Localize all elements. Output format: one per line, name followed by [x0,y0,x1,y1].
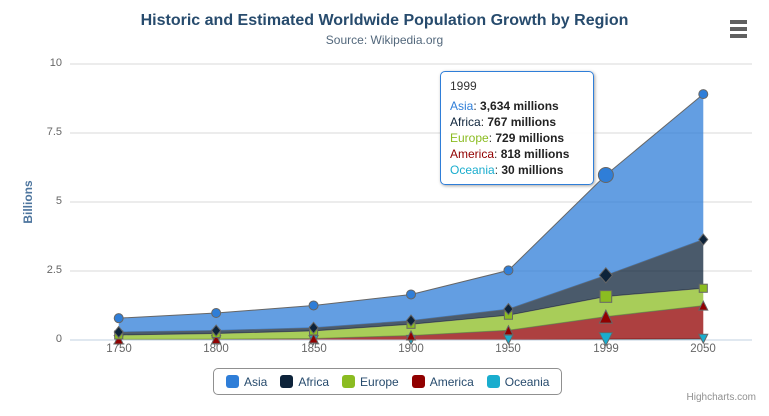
marker-america-1950[interactable] [503,324,514,336]
x-axis-label: 1800 [203,343,229,355]
area-africa [118,239,704,335]
marker-asia-1900[interactable] [406,289,416,300]
marker-africa-1750[interactable] [113,325,124,339]
legend-item-europe[interactable]: Europe [342,375,399,389]
tooltip-value: 767 millions [487,115,557,129]
x-axis-label: 1850 [301,343,327,355]
chart-title: Historic and Estimated Worldwide Populat… [140,12,629,29]
x-axis-label: 1900 [398,343,424,355]
y-axis-label: 10 [49,57,62,69]
legend-item-asia[interactable]: Asia [226,375,267,389]
hamburger-icon [730,20,748,38]
tooltip-row: Europe: 729 millions [450,131,565,145]
marker-america-1900[interactable] [405,329,417,341]
legend-item-oceania[interactable]: Oceania [486,375,549,389]
tooltip-row: Asia: 3,634 millions [450,99,559,113]
tooltip-series-name: Asia [450,99,474,113]
chart-subtitle: Source: Wikipedia.org [325,33,444,47]
tooltip-series-name: America [450,147,495,161]
marker-africa-1999[interactable] [598,267,614,284]
tooltip-row: America: 818 millions [450,147,570,161]
marker-asia-1750[interactable] [113,313,124,324]
marker-asia-1800[interactable] [211,308,222,319]
marker-oceania-1999[interactable] [598,332,614,347]
marker-africa-1900[interactable] [405,314,417,327]
marker-america-1850[interactable] [308,332,319,344]
tooltip-value: 3,634 millions [480,99,559,113]
tooltip-value: 729 millions [495,131,565,145]
tooltip-value: 30 millions [501,163,564,177]
y-axis-label: 2.5 [46,264,62,276]
tooltip-series-name: Oceania [450,163,495,177]
marker-europe-1999[interactable] [599,290,613,303]
marker-asia-1950[interactable] [503,265,514,276]
legend: Asia Africa Europe America Oceania [213,368,563,395]
marker-oceania-2050[interactable] [697,333,709,345]
legend-swatch-icon [280,375,294,388]
marker-america-2050[interactable] [697,299,709,311]
marker-africa-1850[interactable] [308,321,319,335]
marker-america-1800[interactable] [210,333,222,345]
marker-europe-2050[interactable] [698,283,708,293]
legend-swatch-icon [411,375,425,388]
tooltip-row: Oceania: 30 millions [450,163,564,177]
tooltip-header: 1999 [450,79,477,93]
y-axis-label: 0 [55,333,62,345]
marker-africa-1950[interactable] [503,302,514,316]
marker-america-1999[interactable] [598,308,614,324]
tooltip: 1999 Asia: 3,634 millions Africa: 767 mi… [440,71,594,185]
marker-asia-1999[interactable] [597,167,614,184]
legend-swatch-icon [486,375,500,388]
marker-asia-2050[interactable] [698,89,709,100]
legend-item-africa[interactable]: Africa [280,375,329,389]
x-axis-label: 2050 [690,343,716,355]
marker-asia-1850[interactable] [308,300,319,311]
tooltip-series-name: Africa [450,115,481,129]
x-axis-label: 1950 [495,343,521,355]
tooltip-row: Africa: 767 millions [450,115,557,129]
area-america [118,305,704,340]
tooltip-value: 818 millions [500,147,570,161]
export-menu-button[interactable] [728,18,750,40]
area-asia [118,94,704,333]
x-axis-label: 1750 [106,343,132,355]
legend-swatch-icon [226,375,239,388]
marker-africa-2050[interactable] [698,233,709,246]
marker-africa-1800[interactable] [210,324,222,337]
y-axis-label: 7.5 [46,126,62,138]
highcharts-credits-link[interactable]: Highcharts.com [686,392,756,403]
legend-swatch-icon [342,375,356,388]
tooltip-series-name: Europe [450,131,489,145]
y-axis-label: 5 [55,195,62,207]
x-axis-label: 1999 [593,343,619,355]
legend-item-america[interactable]: America [411,375,474,389]
